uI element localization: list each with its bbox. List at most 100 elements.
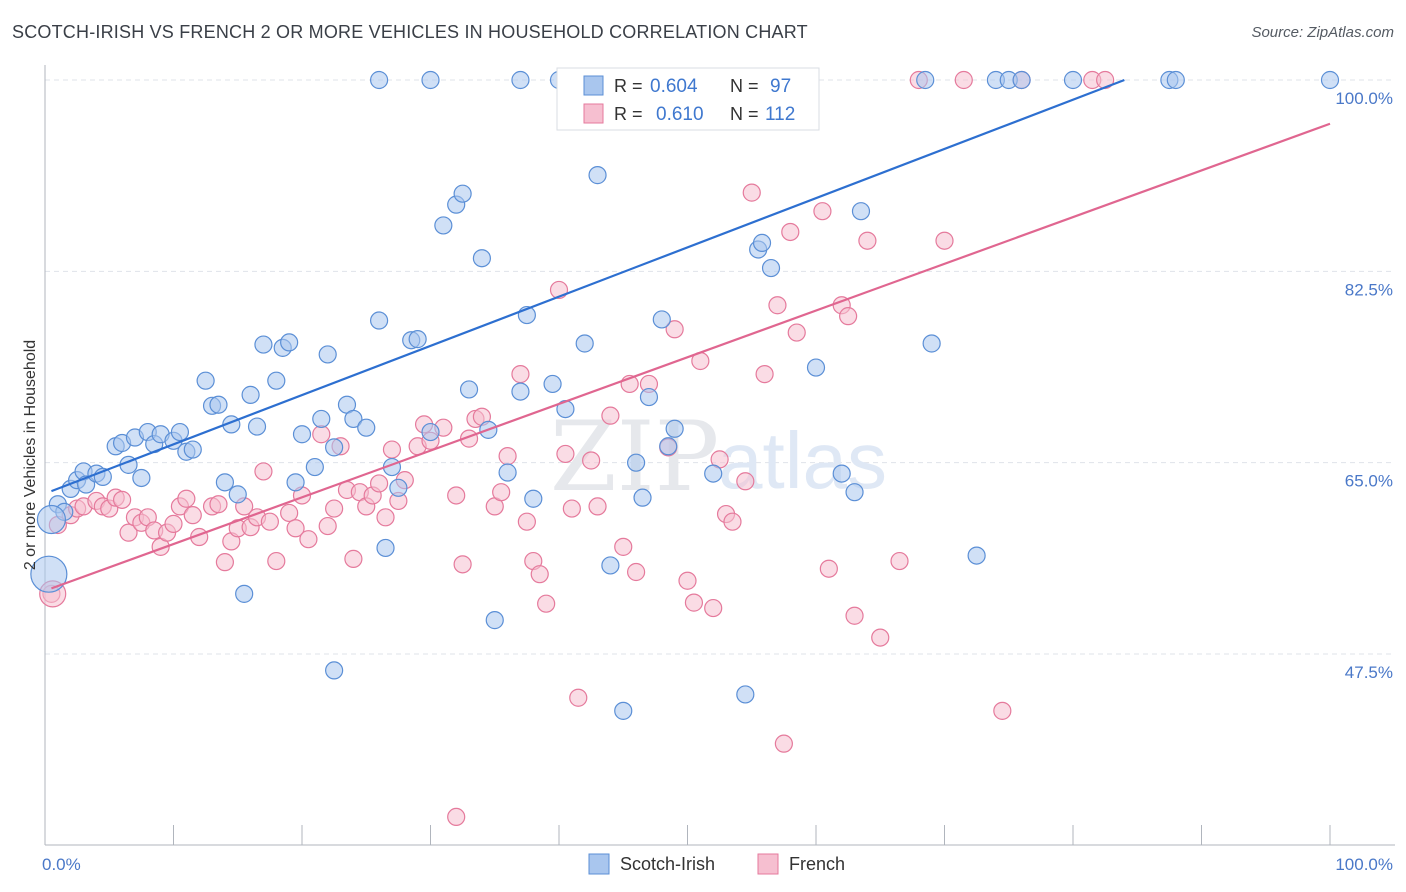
scotch-irish-point-25 xyxy=(241,385,260,404)
french-point-110 xyxy=(447,807,466,827)
scotch-irish-point-57 xyxy=(511,382,530,401)
french-point-10 xyxy=(119,523,138,542)
scotch-irish-point-84 xyxy=(967,546,986,565)
legend-r-label-scotch: R = xyxy=(614,76,643,96)
french-point-91 xyxy=(768,296,787,315)
scotch-irish-point-47 xyxy=(408,330,427,349)
scotch-irish-point-32 xyxy=(280,333,299,352)
scotch-irish-point-97 xyxy=(1063,70,1083,90)
scotch-irish-point-73 xyxy=(704,464,723,483)
scotch-irish-point-65 xyxy=(614,701,633,720)
french-point-90 xyxy=(755,365,774,384)
scotch-irish-point-66 xyxy=(626,453,646,472)
scotch-irish-cluster-point-2 xyxy=(36,504,67,535)
source-credit: Source: ZipAtlas.com xyxy=(1251,24,1394,41)
french-point-55 xyxy=(447,486,466,505)
scotch-irish-point-40 xyxy=(344,409,363,429)
scotch-irish-point-24 xyxy=(215,473,234,492)
french-point-75 xyxy=(614,537,633,556)
bottom-legend-label-scotch-irish: Scotch-Irish xyxy=(620,854,715,874)
scotch-irish-point-36 xyxy=(312,409,331,429)
scotch-irish-cluster-point xyxy=(30,555,68,593)
scotch-irish-point-96 xyxy=(1012,70,1031,90)
scotch-irish-point-71 xyxy=(665,419,684,438)
french-point-62 xyxy=(498,447,517,466)
french-point-100 xyxy=(858,231,877,250)
french-point-94 xyxy=(787,323,806,342)
scotch-irish-point-48 xyxy=(421,422,440,442)
scotch-irish-point-52 xyxy=(459,380,479,399)
french-point-95 xyxy=(813,202,832,221)
french-point-89 xyxy=(742,183,761,202)
french-point-63 xyxy=(511,365,530,384)
scotch-irish-point-17 xyxy=(170,422,190,442)
y-tick-label-1: 65.0% xyxy=(1345,472,1393,491)
french-point-66 xyxy=(530,565,549,584)
legend-r-label-french: R = xyxy=(614,104,643,124)
french-point-20 xyxy=(183,506,202,525)
scotch-irish-point-26 xyxy=(247,417,267,436)
french-point-102 xyxy=(890,551,909,571)
french-point-17 xyxy=(164,514,183,533)
french-point-69 xyxy=(556,444,575,464)
french-point-71 xyxy=(569,688,588,707)
french-point-19 xyxy=(177,489,196,508)
x-tick-label-0: 0.0% xyxy=(42,855,81,874)
scotch-irish-point-88 xyxy=(511,70,530,90)
scotch-irish-points xyxy=(30,70,1340,720)
scotch-irish-point-68 xyxy=(639,387,659,407)
french-point-101 xyxy=(871,628,890,647)
french-point-46 xyxy=(370,474,389,493)
french-point-92 xyxy=(774,734,793,753)
scotch-irish-point-70 xyxy=(659,437,678,456)
scotch-irish-point-85 xyxy=(325,661,344,680)
french-point-88 xyxy=(736,472,755,491)
french-point-61 xyxy=(492,483,511,502)
scotch-irish-point-12 xyxy=(132,468,151,488)
scotch-irish-point-81 xyxy=(851,202,871,221)
scotch-irish-point-83 xyxy=(922,334,941,353)
french-point-64 xyxy=(517,512,536,531)
scotch-irish-point-19 xyxy=(183,440,202,459)
legend-r-value-french: 0.610 xyxy=(656,104,704,125)
french-point-74 xyxy=(601,406,620,425)
french-point-33 xyxy=(280,503,299,523)
scotch-irish-point-64 xyxy=(601,556,620,575)
scotch-irish-point-67 xyxy=(633,488,652,507)
french-point-106 xyxy=(993,701,1012,720)
french-point-96 xyxy=(819,559,838,578)
french-point-98 xyxy=(839,307,858,326)
scotch-irish-point-77 xyxy=(761,258,781,278)
bottom-legend-swatch-scotch-irish xyxy=(588,853,610,875)
french-point-81 xyxy=(678,571,697,590)
french-point-82 xyxy=(684,593,704,612)
french-point-105 xyxy=(954,70,973,90)
french-trend-line xyxy=(51,122,1331,590)
scotch-irish-point-63 xyxy=(588,166,607,185)
y-tick-label-0: 47.5% xyxy=(1345,663,1393,682)
scotch-irish-point-100 xyxy=(1320,70,1340,90)
scotch-irish-point-22 xyxy=(209,395,228,414)
french-point-67 xyxy=(537,594,556,613)
tick-labels: 47.5% 65.0% 82.5% 100.0% 0.0% 100.0% xyxy=(42,89,1393,874)
legend-n-label-french: N = xyxy=(730,104,759,124)
french-point-36 xyxy=(299,530,318,549)
gridlines xyxy=(45,79,1395,655)
chart-title: SCOTCH-IRISH VS FRENCH 2 OR MORE VEHICLE… xyxy=(12,22,808,42)
scotch-irish-point-49 xyxy=(434,216,453,235)
scotch-irish-point-86 xyxy=(370,70,389,90)
scotch-irish-point-99 xyxy=(1166,70,1185,90)
scotch-irish-trend-line xyxy=(51,78,1125,493)
scotch-irish-point-78 xyxy=(806,358,826,377)
correlation-legend: R = 0.604 N = 97 R = 0.610 N = 112 xyxy=(556,67,820,131)
french-points xyxy=(39,70,1115,827)
axes xyxy=(44,65,1395,846)
scotch-irish-point-35 xyxy=(305,457,324,477)
scotch-irish-point-80 xyxy=(845,483,864,502)
french-point-70 xyxy=(562,499,581,518)
scotch-irish-point-82 xyxy=(916,70,935,90)
scotch-irish-point-62 xyxy=(575,334,594,353)
french-point-104 xyxy=(935,231,954,250)
y-tick-label-3: 100.0% xyxy=(1335,89,1393,108)
